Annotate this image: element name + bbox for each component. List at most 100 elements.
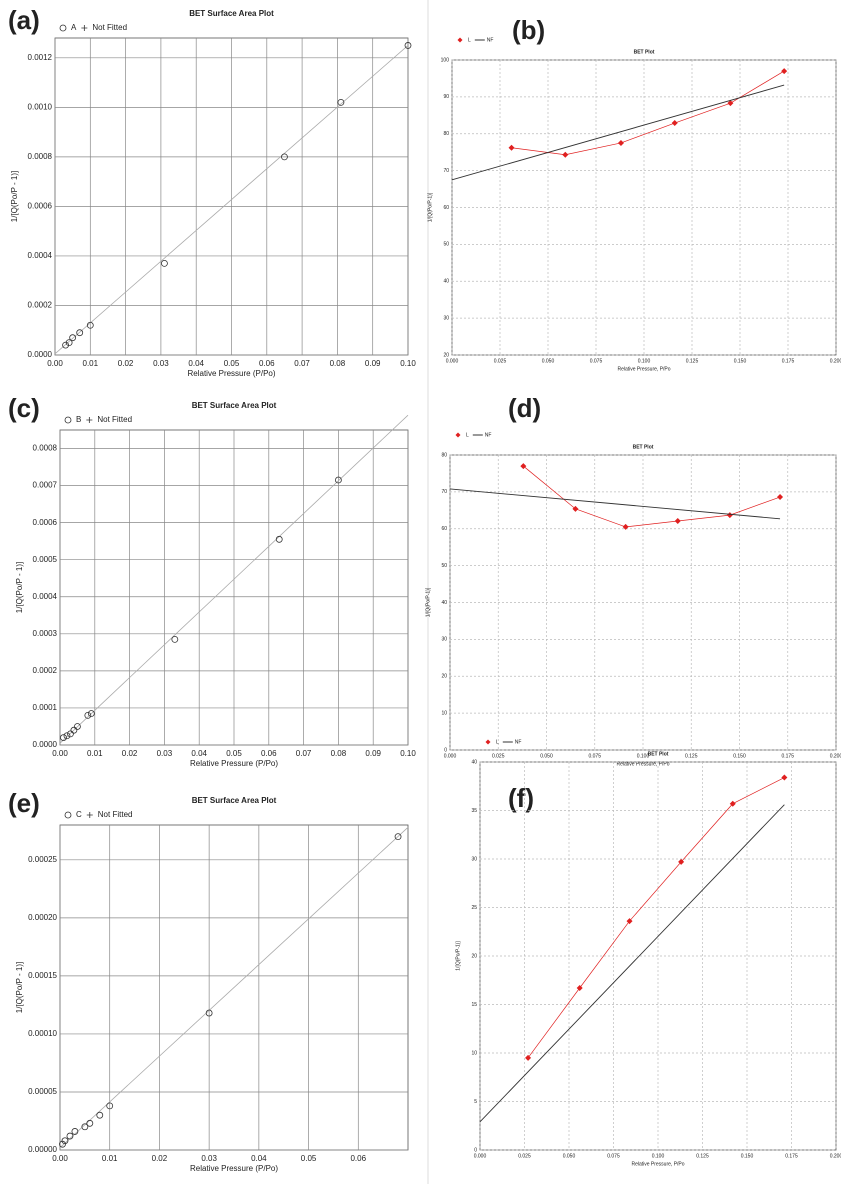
x-tick-label: 0.10 [400, 749, 416, 758]
figure: (a) BET Surface Area Plot 0.00 0.01 0.02 0.03… [0, 0, 841, 1184]
panel-label: (c) [8, 393, 40, 423]
x-tick-label: 0.150 [741, 1153, 754, 1159]
y-tick-label: 0.0002 [33, 666, 58, 675]
x-tick-label: 0.01 [102, 1154, 118, 1163]
x-axis-label: Relative Pressure (P/Po) [187, 369, 275, 378]
x-tick-label: 0.01 [87, 749, 103, 758]
y-tick-label: 0 [444, 747, 447, 753]
y-tick-label: 35 [471, 808, 477, 814]
y-tick-label: 50 [441, 563, 447, 569]
y-tick-label: 30 [471, 856, 477, 862]
y-axis-label: 1/[Q(Po/P-1)] [455, 941, 461, 971]
x-tick-label: 0.06 [259, 359, 275, 368]
x-tick-label: 0.02 [122, 749, 138, 758]
y-tick-label: 70 [443, 168, 449, 174]
y-tick-label: 0.00005 [28, 1087, 57, 1096]
chart-title: BET Plot [633, 444, 654, 450]
x-tick-label: 0.175 [781, 753, 794, 759]
x-tick-label: 0.100 [638, 358, 651, 364]
x-tick-label: 0.050 [542, 358, 555, 364]
x-tick-label: 0.000 [444, 753, 457, 759]
y-tick-label: 15 [471, 1002, 477, 1008]
x-tick-label: 0.150 [734, 358, 747, 364]
y-tick-label: 0.0006 [33, 518, 58, 527]
y-tick-label: 0.00015 [28, 971, 57, 980]
panel-label: (b) [512, 15, 545, 45]
y-tick-label: 90 [443, 94, 449, 100]
x-tick-label: 0.075 [588, 753, 601, 759]
y-tick-label: 0.00010 [28, 1029, 57, 1038]
y-tick-label: 0.00000 [28, 1145, 57, 1154]
x-tick-label: 0.000 [446, 358, 459, 364]
y-tick-label: 60 [441, 526, 447, 532]
chart-title: BET Surface Area Plot [192, 796, 277, 805]
y-tick-label: 25 [471, 905, 477, 911]
x-tick-label: 0.050 [563, 1153, 576, 1159]
y-tick-label: 80 [443, 131, 449, 137]
x-axis-label: Relative Pressure, P/Po [631, 1161, 684, 1167]
panel-label: (a) [8, 5, 40, 35]
y-axis-label: 1/[Q(Po/P - 1)] [15, 562, 24, 613]
x-tick-label: 0.125 [696, 1153, 709, 1159]
y-tick-label: 80 [441, 452, 447, 458]
panel-label: (d) [508, 393, 541, 423]
background [0, 0, 841, 1184]
x-tick-label: 0.08 [331, 749, 347, 758]
legend-label: L [466, 432, 469, 438]
x-tick-label: 0.09 [365, 359, 381, 368]
legend-label: Not Fitted [92, 23, 127, 32]
x-tick-label: 0.175 [782, 358, 795, 364]
y-tick-label: 0.0001 [33, 703, 58, 712]
x-tick-label: 0.200 [830, 358, 841, 364]
chart-title: BET Plot [648, 751, 669, 757]
chart-title: BET Plot [634, 49, 655, 55]
x-tick-label: 0.200 [830, 753, 841, 759]
x-tick-label: 0.02 [152, 1154, 168, 1163]
x-tick-label: 0.03 [157, 749, 173, 758]
y-tick-label: 0.0005 [33, 555, 58, 564]
x-tick-label: 0.050 [540, 753, 553, 759]
x-tick-label: 0.150 [733, 753, 746, 759]
x-tick-label: 0.075 [607, 1153, 620, 1159]
x-tick-label: 0.025 [494, 358, 507, 364]
y-tick-label: 70 [441, 489, 447, 495]
x-axis-label: Relative Pressure (P/Po) [190, 759, 278, 768]
y-tick-label: 0.0007 [33, 481, 58, 490]
y-tick-label: 0.0006 [28, 202, 53, 211]
legend-label: Not Fitted [98, 810, 133, 819]
y-tick-label: 50 [443, 242, 449, 248]
x-tick-label: 0.05 [226, 749, 242, 758]
x-tick-label: 0.04 [191, 749, 207, 758]
x-tick-label: 0.00 [52, 1154, 68, 1163]
legend-label: B [76, 415, 81, 424]
x-tick-label: 0.175 [785, 1153, 798, 1159]
y-tick-label: 20 [443, 352, 449, 358]
y-tick-label: 0 [474, 1147, 477, 1153]
y-tick-label: 0.0000 [33, 740, 58, 749]
x-tick-label: 0.200 [830, 1153, 841, 1159]
x-tick-label: 0.04 [188, 359, 204, 368]
x-tick-label: 0.05 [301, 1154, 317, 1163]
chart-title: BET Surface Area Plot [189, 9, 274, 18]
y-tick-label: 10 [471, 1050, 477, 1056]
legend-label: NF [515, 739, 522, 745]
x-tick-label: 0.075 [590, 358, 603, 364]
x-axis-label: Relative Pressure (P/Po) [190, 1164, 278, 1173]
y-tick-label: 10 [441, 710, 447, 716]
x-tick-label: 0.04 [251, 1154, 267, 1163]
x-tick-label: 0.100 [652, 1153, 665, 1159]
panel-label: (f) [508, 783, 534, 813]
x-tick-label: 0.025 [492, 753, 505, 759]
x-tick-label: 0.08 [330, 359, 346, 368]
y-axis-label: 1/[Q(Po/P - 1)] [10, 171, 19, 222]
x-tick-label: 0.01 [83, 359, 99, 368]
y-tick-label: 0.0010 [28, 102, 53, 111]
y-axis-label: 1/[Q(Po/P-1)] [427, 192, 433, 222]
y-tick-label: 60 [443, 205, 449, 211]
x-tick-label: 0.03 [201, 1154, 217, 1163]
y-tick-label: 30 [443, 315, 449, 321]
legend-label: C [76, 810, 82, 819]
legend-label: NF [485, 432, 492, 438]
panel-label: (e) [8, 788, 40, 818]
legend-label: L [496, 739, 499, 745]
